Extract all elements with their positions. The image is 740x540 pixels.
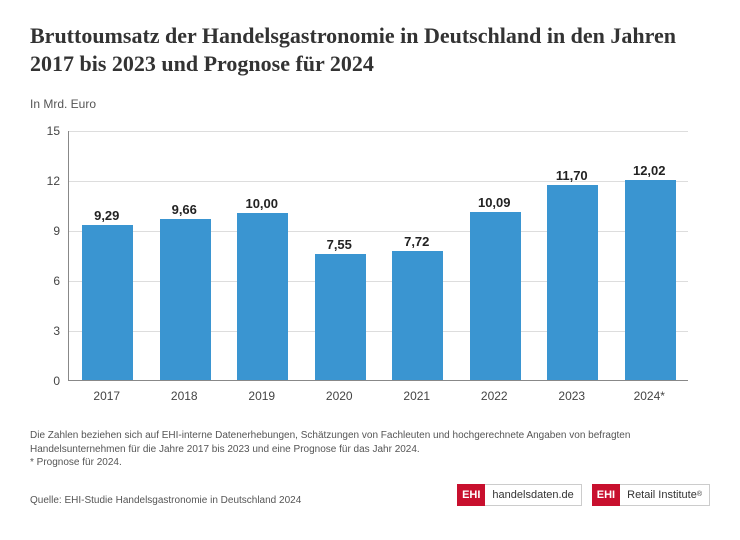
- x-tick-label: 2023: [558, 389, 585, 403]
- x-tick-label: 2022: [481, 389, 508, 403]
- bar-chart: 0 3 6 9 12 15 9,29 2017 9,66 2018 10,00 2019 7,55 202…: [30, 123, 708, 411]
- footnote-text: Die Zahlen beziehen sich auf EHI-interne…: [30, 429, 710, 470]
- x-tick-label: 2021: [403, 389, 430, 403]
- x-tick-label: 2020: [326, 389, 353, 403]
- bar: [160, 219, 211, 380]
- grid-line: [69, 131, 688, 132]
- x-tick-label: 2018: [171, 389, 198, 403]
- chart-title: Bruttoumsatz der Handelsgastronomie in D…: [30, 22, 710, 77]
- plot-area: [68, 131, 688, 381]
- logo-retail-institute: EHI Retail Institute®: [592, 484, 710, 506]
- bar-value-label: 7,72: [404, 234, 429, 249]
- y-tick-label: 6: [30, 274, 60, 288]
- bar-value-label: 9,66: [172, 202, 197, 217]
- y-tick-label: 0: [30, 374, 60, 388]
- logo-handelsdaten: EHI handelsdaten.de: [457, 484, 582, 506]
- page: Bruttoumsatz der Handelsgastronomie in D…: [0, 0, 740, 540]
- y-tick-label: 15: [30, 124, 60, 138]
- logos: EHI handelsdaten.de EHI Retail Institute…: [457, 484, 710, 506]
- bar: [625, 180, 676, 380]
- chart-subtitle: In Mrd. Euro: [30, 97, 710, 111]
- bar: [547, 185, 598, 380]
- bar: [392, 251, 443, 380]
- bar-value-label: 10,00: [245, 196, 278, 211]
- logo-text-right: Retail Institute®: [620, 484, 710, 506]
- x-tick-label: 2017: [93, 389, 120, 403]
- x-tick-label: 2019: [248, 389, 275, 403]
- bar: [470, 212, 521, 380]
- footer-row: Quelle: EHI-Studie Handelsgastronomie in…: [30, 484, 710, 506]
- grid-line: [69, 181, 688, 182]
- bar-value-label: 9,29: [94, 208, 119, 223]
- bar: [315, 254, 366, 380]
- source-text: Quelle: EHI-Studie Handelsgastronomie in…: [30, 495, 301, 506]
- chart-container: 0 3 6 9 12 15 9,29 2017 9,66 2018 10,00 2019 7,55 202…: [30, 123, 710, 411]
- logo-text-left: handelsdaten.de: [485, 484, 581, 506]
- y-tick-label: 3: [30, 324, 60, 338]
- logo-brand-right: EHI: [592, 484, 620, 506]
- bar: [82, 225, 133, 380]
- logo-brand-left: EHI: [457, 484, 485, 506]
- bar-value-label: 7,55: [327, 237, 352, 252]
- bar-value-label: 12,02: [633, 163, 666, 178]
- y-tick-label: 12: [30, 174, 60, 188]
- bar-value-label: 11,70: [556, 168, 588, 183]
- x-tick-label: 2024*: [634, 389, 665, 403]
- bar: [237, 213, 288, 380]
- bar-value-label: 10,09: [478, 195, 511, 210]
- y-tick-label: 9: [30, 224, 60, 238]
